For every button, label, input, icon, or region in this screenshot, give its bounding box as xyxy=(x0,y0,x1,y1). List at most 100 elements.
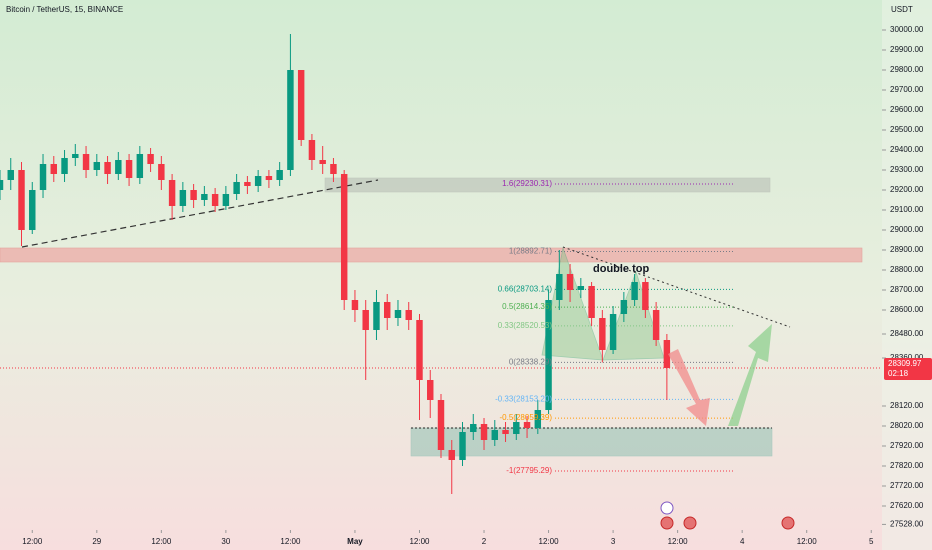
y-tick-label: 27620.00 xyxy=(890,501,924,510)
candle-body xyxy=(652,310,660,340)
candle-body xyxy=(448,450,455,460)
y-tick-label: 29200.00 xyxy=(890,185,924,194)
candle-body xyxy=(631,282,638,300)
y-tick-label: 30000.00 xyxy=(890,25,924,34)
y-tick-label: 28120.00 xyxy=(890,401,924,410)
down-arrow xyxy=(668,349,710,426)
x-tick-label: 5 xyxy=(869,537,874,546)
x-tick-label: 12:00 xyxy=(409,537,430,546)
x-tick-label: 29 xyxy=(92,537,101,546)
candle-body xyxy=(201,194,208,200)
candle-body xyxy=(125,160,133,178)
candle-body xyxy=(50,164,58,174)
candle-body xyxy=(72,154,79,158)
fib-label: 1(28892.71) xyxy=(509,247,552,256)
countdown: 02:18 xyxy=(888,369,909,378)
x-tick-label: 12:00 xyxy=(280,537,301,546)
x-tick-label: May xyxy=(347,537,363,546)
candle-body xyxy=(158,164,165,180)
candle-body xyxy=(276,170,283,180)
candle-body xyxy=(416,320,423,380)
candle-body xyxy=(373,302,380,330)
y-tick-label: 27528.00 xyxy=(890,520,924,529)
candle-body xyxy=(642,282,649,310)
candle-body xyxy=(61,158,68,174)
candle-body xyxy=(287,70,294,170)
candle-body xyxy=(147,154,154,164)
candle-body xyxy=(502,430,509,434)
event-icons xyxy=(660,501,795,530)
fib-label: -0.33(28153.20) xyxy=(495,394,552,403)
candle-body xyxy=(405,310,412,320)
candle-body xyxy=(609,314,617,350)
y-tick-label: 28360.00 xyxy=(890,353,924,362)
candle-body xyxy=(351,300,359,310)
candle-body xyxy=(308,140,316,160)
candle-body xyxy=(340,174,348,300)
y-tick-label: 28800.00 xyxy=(890,265,924,274)
x-tick-label: 2 xyxy=(482,537,487,546)
candle-body xyxy=(470,424,477,432)
candle-body xyxy=(190,190,197,200)
y-tick-label: 28900.00 xyxy=(890,245,924,254)
candle-body xyxy=(244,182,251,186)
last-price-label: 28309.97 xyxy=(888,359,922,368)
demand-zone xyxy=(410,427,773,457)
candle-body xyxy=(222,194,230,206)
y-tick-label: 28480.00 xyxy=(890,329,924,338)
x-tick-label: 12:00 xyxy=(668,537,689,546)
y-tick-label: 27920.00 xyxy=(890,441,924,450)
candle-body xyxy=(265,176,273,180)
candle-body xyxy=(566,274,574,290)
title: Bitcoin / TetherUS, 15, BINANCE xyxy=(6,5,123,14)
candle-body xyxy=(93,162,101,170)
trendline xyxy=(21,179,379,248)
y-tick-label: 29000.00 xyxy=(890,225,924,234)
candle-body xyxy=(437,400,445,450)
candle-body xyxy=(383,302,391,318)
x-tick-label: 12:00 xyxy=(797,537,818,546)
x-tick-label: 12:00 xyxy=(22,537,43,546)
y-tick-label: 28600.00 xyxy=(890,305,924,314)
candle-body xyxy=(599,318,606,350)
candle-body xyxy=(577,286,585,290)
candle-body xyxy=(523,422,531,428)
candle-body xyxy=(136,154,144,178)
candle-body xyxy=(168,180,176,206)
currency: USDT xyxy=(891,5,913,14)
x-tick-label: 12:00 xyxy=(539,537,560,546)
y-tick-label: 28700.00 xyxy=(890,285,924,294)
candle-body xyxy=(7,170,14,180)
y-tick-label: 29600.00 xyxy=(890,105,924,114)
candle-body xyxy=(534,410,542,428)
fib-label: 1.6(29230.31) xyxy=(502,179,552,188)
candle-body xyxy=(620,300,628,314)
y-tick-label: 29800.00 xyxy=(890,65,924,74)
candle-body xyxy=(0,180,4,190)
price-axis xyxy=(882,0,932,550)
fib-label: 0(28338.29) xyxy=(509,357,552,366)
candle-body xyxy=(556,274,563,300)
candle-body xyxy=(18,170,25,230)
candle-body xyxy=(480,424,488,440)
candle-body xyxy=(427,380,434,400)
pattern-right xyxy=(602,270,665,361)
candle-body xyxy=(39,164,47,190)
y-tick-label: 29300.00 xyxy=(890,165,924,174)
fib-label: 0.66(28703.14) xyxy=(498,284,553,293)
supply-zone xyxy=(0,247,863,263)
candle-body xyxy=(588,286,595,318)
fib-label: 0.5(28614.36) xyxy=(502,302,552,311)
y-tick-label: 27820.00 xyxy=(890,461,924,470)
candle-body xyxy=(82,154,90,170)
candle-body xyxy=(362,310,369,330)
candle-body xyxy=(663,340,671,368)
y-tick-label: 29100.00 xyxy=(890,205,924,214)
candle-body xyxy=(233,182,240,194)
candle-body xyxy=(179,190,187,206)
fib-label: -1(27795.29) xyxy=(506,466,552,475)
pattern-left xyxy=(541,246,604,361)
candle-body xyxy=(319,160,326,164)
candle-body xyxy=(254,176,262,186)
